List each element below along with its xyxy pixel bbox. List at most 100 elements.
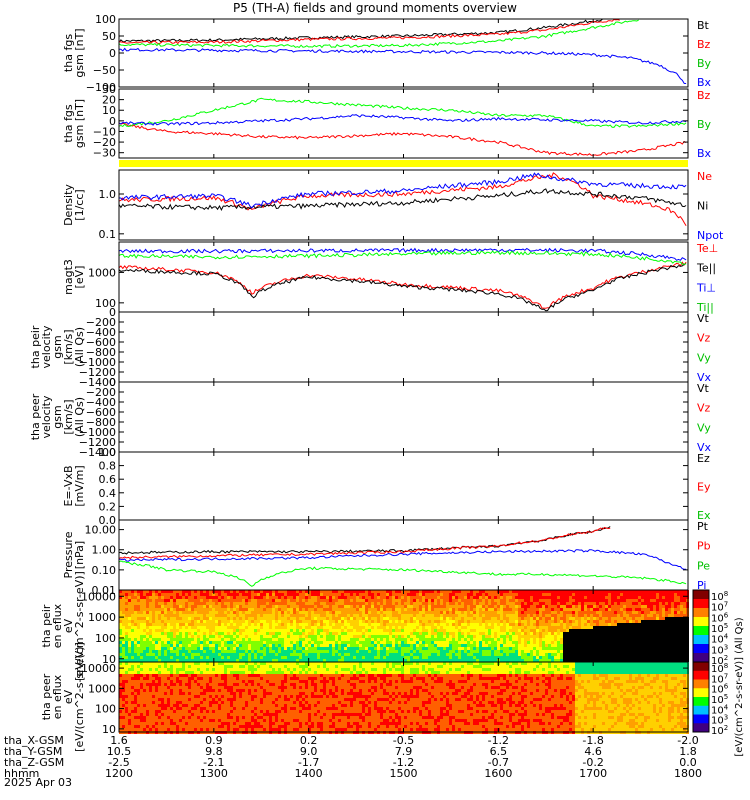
spectrogram-cell: [623, 635, 626, 638]
spectrogram-cell: [578, 614, 581, 617]
spectrogram-cell: [398, 653, 401, 656]
spectrogram-cell: [446, 635, 449, 638]
spectrogram-cell: [416, 656, 419, 659]
spectrogram-cell: [293, 650, 296, 653]
spectrogram-cell: [311, 596, 314, 599]
spectrogram-cell: [539, 599, 542, 602]
spectrogram-cell: [461, 617, 464, 620]
spectrogram-cell: [398, 599, 401, 602]
spectrogram-cell: [629, 644, 632, 647]
spectrogram-cell: [560, 626, 563, 629]
spectrogram-cell: [542, 659, 545, 662]
spectrogram-cell: [617, 593, 620, 596]
y-tick-label: 0: [109, 376, 116, 389]
spectrogram-cell: [338, 629, 341, 632]
spectrogram-cell: [623, 656, 626, 659]
spectrogram-cell: [515, 599, 518, 602]
spectrogram-cell: [488, 599, 491, 602]
spectrogram-cell: [590, 650, 593, 653]
spectrogram-cell: [548, 611, 551, 614]
spectrogram-cell: [644, 599, 647, 602]
spectrogram-cell: [485, 635, 488, 638]
spectrogram-cell: [362, 650, 365, 653]
spectrogram-cell: [275, 659, 278, 662]
spectrogram-cell: [512, 605, 515, 608]
spectrogram-cell: [143, 653, 146, 656]
spectrogram-cell: [512, 599, 515, 602]
spectrogram-cell: [548, 647, 551, 650]
spectrogram-cell: [593, 638, 596, 641]
spectrogram-cell: [179, 626, 182, 629]
spectrogram-cell: [503, 635, 506, 638]
spectrogram-cell: [557, 590, 560, 593]
spectrogram-cell: [542, 656, 545, 659]
spectrogram-cell: [443, 632, 446, 635]
spectrogram-cell: [167, 647, 170, 650]
spectrogram-cell: [647, 644, 650, 647]
spectrogram-cell: [416, 614, 419, 617]
spectrogram-cell: [398, 620, 401, 623]
legend-vz: Vz: [697, 332, 711, 345]
spectrogram-cell: [392, 614, 395, 617]
spectrogram-cell: [446, 656, 449, 659]
spectrogram-cell: [326, 659, 329, 662]
spectrogram-cell: [260, 599, 263, 602]
spectrogram-cell: [545, 638, 548, 641]
spectrogram-cell: [620, 626, 623, 629]
spectrogram-cell: [176, 635, 179, 638]
spectrogram-cell: [611, 644, 614, 647]
spectrogram-cell: [398, 590, 401, 593]
spectrogram-cell: [494, 626, 497, 629]
spectrogram-cell: [158, 644, 161, 647]
spectrogram-cell: [347, 593, 350, 596]
spectrogram-cell: [161, 635, 164, 638]
spectrogram-cell: [509, 635, 512, 638]
spectrogram-cell: [377, 611, 380, 614]
spectrogram-cell: [359, 617, 362, 620]
spectrogram-cell: [122, 596, 125, 599]
spectrogram-cell: [458, 650, 461, 653]
spectrogram-cell: [389, 599, 392, 602]
spectrogram-cell: [533, 602, 536, 605]
spectrogram-cell: [290, 611, 293, 614]
spectrogram-cell: [539, 656, 542, 659]
spectrogram-cell: [470, 611, 473, 614]
spectrogram-cell: [407, 638, 410, 641]
spectrogram-cell: [677, 614, 680, 617]
spectrogram-cell: [512, 650, 515, 653]
spectrogram-cell: [449, 596, 452, 599]
spectrogram-cell: [503, 656, 506, 659]
spectrogram-cell: [587, 611, 590, 614]
spectrogram-cell: [122, 617, 125, 620]
spectrogram-cell: [371, 641, 374, 644]
spectrogram-cell: [227, 629, 230, 632]
spectrogram-cell: [488, 638, 491, 641]
spectrogram-cell: [242, 617, 245, 620]
spectrogram-cell: [194, 614, 197, 617]
spectrogram-cell: [479, 614, 482, 617]
spectrogram-cell: [527, 617, 530, 620]
spectrogram-cell: [446, 617, 449, 620]
spectrogram-cell: [671, 611, 674, 614]
spectrogram-cell: [368, 650, 371, 653]
y-tick-label: 1000: [88, 611, 116, 624]
spectrogram-cell: [488, 611, 491, 614]
spectrogram-cell: [479, 596, 482, 599]
spectrogram-cell: [533, 641, 536, 644]
spectrogram-cell: [560, 647, 563, 650]
spectrogram-cell: [371, 590, 374, 593]
spectrogram-cell: [581, 653, 584, 656]
spectrogram-cell: [320, 626, 323, 629]
spectrogram-cell: [608, 656, 611, 659]
spectrogram-cell: [557, 602, 560, 605]
spectrogram-cell: [335, 647, 338, 650]
y-tick-label: −400: [86, 396, 116, 409]
spectrogram-cell: [392, 608, 395, 611]
spectrogram-cell: [419, 614, 422, 617]
spectrogram-cell: [257, 614, 260, 617]
spectrogram-cell: [659, 590, 662, 593]
spectrogram-cell: [428, 599, 431, 602]
spectrogram-cell: [131, 608, 134, 611]
spectrogram-cell: [179, 623, 182, 626]
spectrogram-cell: [551, 638, 554, 641]
